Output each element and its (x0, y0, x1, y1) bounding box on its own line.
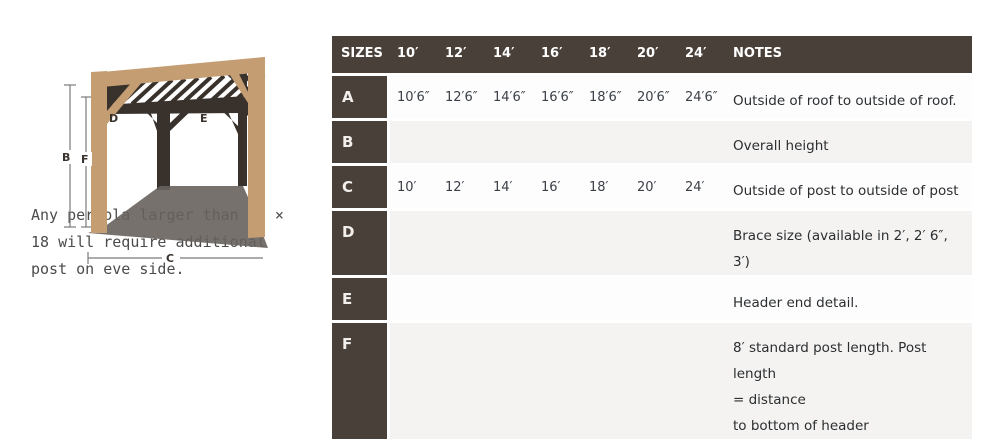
cell-value (582, 211, 630, 275)
cell-value (630, 121, 678, 163)
dim-label-d: D (109, 112, 118, 125)
cell-value: 16′6″ (534, 76, 582, 118)
header-size-20: 20′ (630, 36, 678, 73)
cell-value (678, 278, 726, 320)
header-size-12: 12′ (438, 36, 486, 73)
cell-value (678, 211, 726, 275)
dim-label-b: B (62, 151, 70, 164)
cell-note: Header end detail. (726, 278, 972, 320)
cell-value (534, 278, 582, 320)
cell-value (630, 278, 678, 320)
cell-note: Brace size (available in 2′, 2′ 6″, 3′) (726, 211, 972, 275)
row-letter: B (332, 121, 390, 163)
cell-value (534, 121, 582, 163)
table-row-f: F 8′ standard post length. Post length =… (332, 323, 972, 439)
cell-value (390, 211, 438, 275)
corner-brace-right (226, 68, 248, 103)
interior-brace (217, 105, 238, 134)
header-size-10: 10′ (390, 36, 438, 73)
cell-value: 12′6″ (438, 76, 486, 118)
cell-value: 20′6″ (630, 76, 678, 118)
label-bg (80, 152, 92, 166)
table-row-c: C 10′ 12′ 14′ 16′ 18′ 20′ 24′ Outside of… (332, 166, 972, 208)
header-notes: NOTES (726, 36, 972, 73)
cell-value (582, 121, 630, 163)
cell-value: 16′ (534, 166, 582, 208)
roof-slats (104, 72, 266, 108)
cell-value (582, 278, 630, 320)
cell-value (390, 323, 438, 439)
cell-value (390, 278, 438, 320)
cell-value (534, 323, 582, 439)
sizes-table: SIZES 10′ 12′ 14′ 16′ 18′ 20′ 24′ NOTES … (332, 33, 972, 442)
header-size-18: 18′ (582, 36, 630, 73)
interior-brace (140, 105, 157, 131)
cell-value: 12′ (438, 166, 486, 208)
dim-label-e: E (200, 112, 208, 125)
pergola-diagram-area: Any pergola larger than 18 × 18 will req… (0, 0, 330, 300)
cell-value: 18′6″ (582, 76, 630, 118)
corner-triangle-right (219, 64, 247, 94)
cell-value: 14′ (486, 166, 534, 208)
table-row-d: D Brace size (available in 2′, 2′ 6″, 3′… (332, 211, 972, 275)
header-size-14: 14′ (486, 36, 534, 73)
header-sizes: SIZES (332, 36, 390, 73)
rear-header-beam (104, 96, 252, 114)
cell-value: 24′ (678, 166, 726, 208)
cell-value (438, 323, 486, 439)
cell-value: 14′6″ (486, 76, 534, 118)
table-row-a: A 10′6″ 12′6″ 14′6″ 16′6″ 18′6″ 20′6″ 24… (332, 76, 972, 118)
cell-note: Outside of post to outside of post (726, 166, 972, 208)
dim-label-f: F (81, 153, 89, 166)
interior-brace (247, 104, 262, 129)
cell-note: 8′ standard post length. Post length = d… (726, 323, 972, 439)
cell-note: Overall height (726, 121, 972, 163)
cell-value (486, 121, 534, 163)
interior-post-right (238, 106, 247, 186)
cell-value (486, 323, 534, 439)
pergola-note-text: Any pergola larger than 18 × 18 will req… (31, 206, 284, 278)
cell-value (678, 323, 726, 439)
cell-value (678, 121, 726, 163)
row-letter: E (332, 278, 390, 320)
row-letter: C (332, 166, 390, 208)
cell-value: 10′6″ (390, 76, 438, 118)
table-row-b: B Overall height (332, 121, 972, 163)
label-bg (61, 150, 73, 164)
cell-value (630, 323, 678, 439)
cell-value (486, 211, 534, 275)
cell-value: 24′6″ (678, 76, 726, 118)
cell-value (582, 323, 630, 439)
cell-value: 18′ (582, 166, 630, 208)
cell-note: Outside of roof to outside of roof. (726, 76, 972, 118)
corner-triangle-left (107, 83, 134, 110)
cell-value: 20′ (630, 166, 678, 208)
cell-value (438, 211, 486, 275)
corner-brace-left (107, 81, 143, 124)
interior-brace (170, 105, 197, 131)
row-letter: F (332, 323, 390, 439)
front-beam (91, 57, 265, 88)
header-size-16: 16′ (534, 36, 582, 73)
header-size-24: 24′ (678, 36, 726, 73)
row-letter: D (332, 211, 390, 275)
cell-value: 10′ (390, 166, 438, 208)
cell-value (630, 211, 678, 275)
cell-value (390, 121, 438, 163)
cell-value (534, 211, 582, 275)
table-row-e: E Header end detail. (332, 278, 972, 320)
cell-value (438, 121, 486, 163)
table-header-row: SIZES 10′ 12′ 14′ 16′ 18′ 20′ 24′ NOTES (332, 36, 972, 73)
row-letter: A (332, 76, 390, 118)
cell-value (438, 278, 486, 320)
cell-value (486, 278, 534, 320)
interior-post-left (157, 107, 170, 190)
